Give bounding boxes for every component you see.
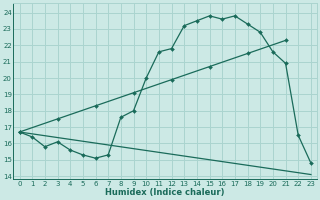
X-axis label: Humidex (Indice chaleur): Humidex (Indice chaleur) [106, 188, 225, 197]
